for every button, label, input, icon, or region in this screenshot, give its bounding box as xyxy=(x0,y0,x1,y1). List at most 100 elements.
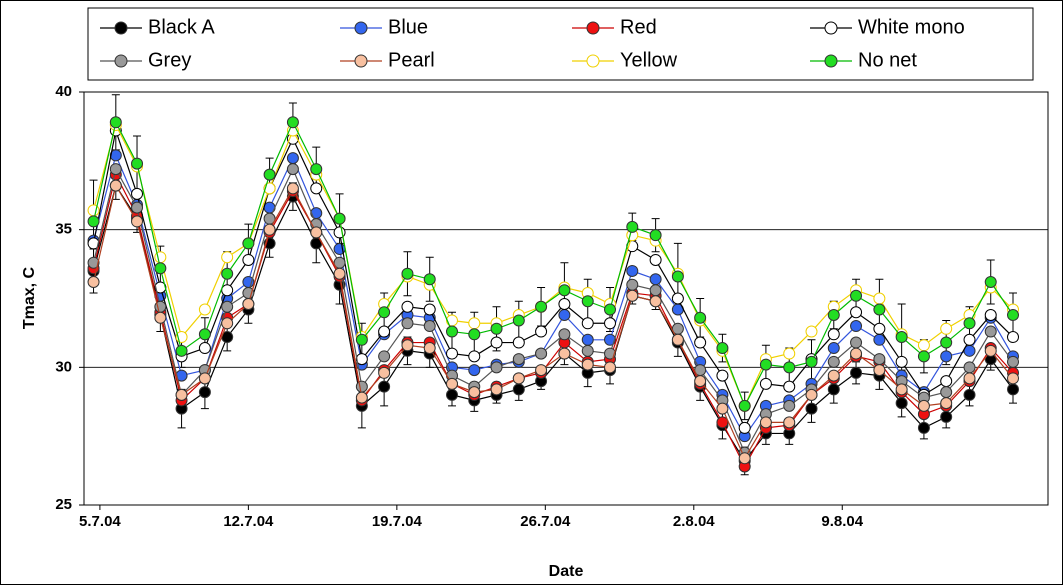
data-point xyxy=(401,339,414,352)
data-point xyxy=(626,264,639,277)
data-point xyxy=(378,380,391,393)
data-point xyxy=(827,369,840,382)
data-point xyxy=(512,383,525,396)
data-point xyxy=(558,284,571,297)
data-point xyxy=(649,253,662,266)
data-point xyxy=(310,207,323,220)
data-point xyxy=(805,402,818,415)
data-point xyxy=(512,336,525,349)
data-point xyxy=(716,416,729,429)
legend-label: Yellow xyxy=(620,49,678,71)
data-point xyxy=(423,273,436,286)
data-point xyxy=(468,364,481,377)
data-point xyxy=(604,347,617,360)
data-point xyxy=(850,336,863,349)
x-tick-label: 12.7.04 xyxy=(223,513,274,530)
data-point xyxy=(221,267,234,280)
data-point xyxy=(355,333,368,346)
data-point xyxy=(263,168,276,181)
data-point xyxy=(131,215,144,228)
x-axis-title: Date xyxy=(549,563,584,580)
data-point xyxy=(109,116,122,129)
data-point xyxy=(221,284,234,297)
data-point xyxy=(423,320,436,333)
data-point xyxy=(468,328,481,341)
legend-label: Red xyxy=(620,16,657,38)
data-point xyxy=(783,399,796,412)
data-point xyxy=(535,364,548,377)
data-point xyxy=(716,342,729,355)
x-tick-label: 9.8.04 xyxy=(821,513,863,530)
data-point xyxy=(895,355,908,368)
data-point xyxy=(917,399,930,412)
data-point xyxy=(131,157,144,170)
data-point xyxy=(1007,309,1020,322)
data-point xyxy=(716,369,729,382)
data-point xyxy=(512,353,525,366)
data-point xyxy=(805,388,818,401)
data-point xyxy=(604,303,617,316)
data-point xyxy=(649,273,662,286)
data-point xyxy=(759,377,772,390)
y-tick-label: 25 xyxy=(55,496,72,513)
data-point xyxy=(850,306,863,319)
data-point xyxy=(490,336,503,349)
data-point xyxy=(310,182,323,195)
data-point xyxy=(242,298,255,311)
data-point xyxy=(917,421,930,434)
data-point xyxy=(895,397,908,410)
data-point xyxy=(827,355,840,368)
data-point xyxy=(378,325,391,338)
y-tick-label: 30 xyxy=(55,358,72,375)
data-point xyxy=(581,317,594,330)
data-point xyxy=(468,386,481,399)
legend-label: Pearl xyxy=(388,49,435,71)
data-point xyxy=(490,322,503,335)
data-point xyxy=(558,309,571,322)
data-point xyxy=(221,251,234,264)
data-point xyxy=(401,267,414,280)
data-point xyxy=(242,237,255,250)
legend-marker xyxy=(354,21,368,35)
data-point xyxy=(850,347,863,360)
data-point xyxy=(286,152,299,165)
data-point xyxy=(805,355,818,368)
data-point xyxy=(984,275,997,288)
data-point xyxy=(286,163,299,176)
data-point xyxy=(671,270,684,283)
data-point xyxy=(940,350,953,363)
data-point xyxy=(535,325,548,338)
data-point xyxy=(873,303,886,316)
legend-label: White mono xyxy=(858,16,965,38)
data-point xyxy=(198,328,211,341)
data-point xyxy=(827,342,840,355)
data-point xyxy=(940,410,953,423)
data-point xyxy=(581,344,594,357)
data-point xyxy=(490,361,503,374)
data-point xyxy=(198,386,211,399)
data-point xyxy=(175,388,188,401)
data-point xyxy=(512,372,525,385)
data-point xyxy=(917,339,930,352)
data-point xyxy=(694,375,707,388)
data-point xyxy=(759,416,772,429)
data-point xyxy=(263,182,276,195)
data-point xyxy=(131,187,144,200)
data-point xyxy=(805,325,818,338)
data-point xyxy=(940,322,953,335)
data-point xyxy=(109,163,122,176)
data-point xyxy=(581,333,594,346)
data-point xyxy=(423,342,436,355)
data-point xyxy=(604,317,617,330)
legend-marker xyxy=(114,21,128,35)
data-point xyxy=(604,361,617,374)
data-point xyxy=(649,295,662,308)
x-tick-label: 2.8.04 xyxy=(673,513,715,530)
data-point xyxy=(671,292,684,305)
legend-marker xyxy=(114,54,128,68)
data-point xyxy=(87,256,100,269)
data-point xyxy=(378,350,391,363)
data-point xyxy=(783,347,796,360)
data-point xyxy=(963,317,976,330)
